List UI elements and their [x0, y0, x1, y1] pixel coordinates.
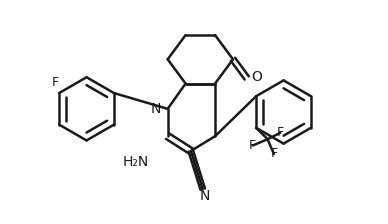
Text: F: F	[270, 147, 277, 160]
Text: F: F	[277, 126, 284, 139]
Text: N: N	[200, 189, 210, 203]
Text: F: F	[51, 76, 59, 89]
Text: N: N	[151, 102, 161, 116]
Text: H₂N: H₂N	[123, 155, 149, 169]
Text: O: O	[251, 70, 262, 84]
Text: F: F	[249, 139, 256, 152]
